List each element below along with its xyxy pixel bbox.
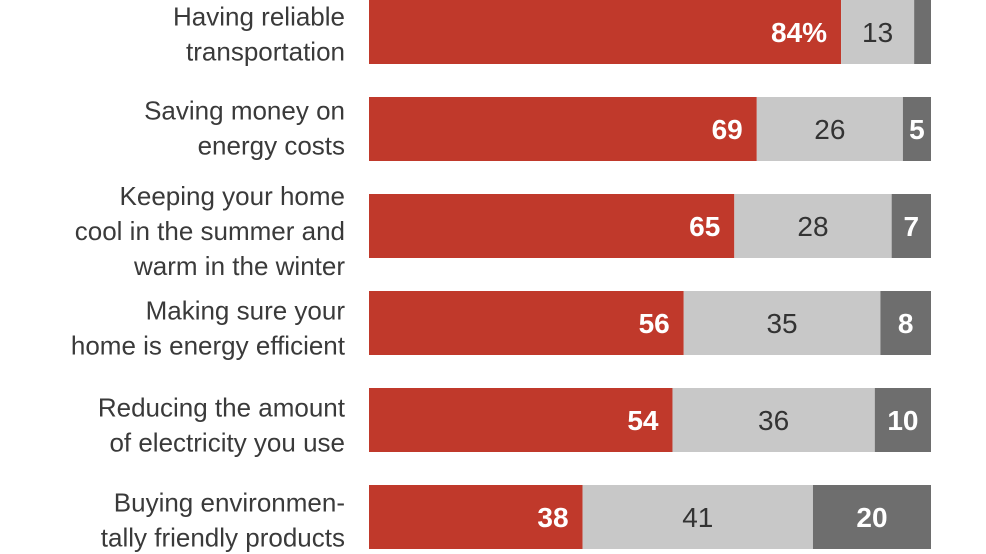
data-label: 36 <box>758 405 789 436</box>
bar-row-0: Having reliable transportation 84% 13 <box>173 0 931 67</box>
category-label: Keeping your home cool in the summer and w… <box>75 181 346 281</box>
weak-segment <box>914 0 931 64</box>
strong-segment <box>369 194 735 258</box>
data-label: 13 <box>862 17 893 48</box>
data-label: 35 <box>766 308 797 339</box>
category-label-line: of electricity you use <box>109 428 345 458</box>
strong-segment <box>369 0 842 64</box>
strong-segment <box>369 388 673 452</box>
moderate-segment <box>683 291 881 355</box>
bar-row-3: Making sure your home is energy efficient… <box>71 291 931 361</box>
strong-segment <box>369 485 583 549</box>
category-label-line: warm in the winter <box>133 251 345 281</box>
data-label: 10 <box>887 405 918 436</box>
data-label: 41 <box>682 502 713 533</box>
moderate-segment <box>756 97 903 161</box>
category-label-line: energy costs <box>198 131 345 161</box>
category-label: Having reliable transportation <box>173 2 345 67</box>
moderate-segment <box>734 194 892 258</box>
category-label: Saving money on energy costs <box>144 96 345 161</box>
category-label-line: Saving money on <box>144 96 345 126</box>
category-label-line: tally friendly products <box>101 523 345 553</box>
bar-row-1: Saving money on energy costs 69 26 5 <box>144 96 931 161</box>
moderate-segment <box>672 388 875 452</box>
weak-segment <box>902 97 931 161</box>
category-label-line: Buying environmen- <box>114 488 345 518</box>
category-label-line: Making sure your <box>146 296 346 326</box>
data-label: 5 <box>909 114 925 145</box>
weak-segment <box>874 388 931 452</box>
bar-row-2: Keeping your home cool in the summer and w… <box>75 181 931 281</box>
category-label: Buying environmen-tally friendly product… <box>101 488 345 553</box>
category-label-line: transportation <box>186 37 345 67</box>
bar-row-5: Buying environmen-tally friendly product… <box>101 485 931 553</box>
data-label: 54 <box>627 405 659 436</box>
weak-segment <box>891 194 931 258</box>
category-label-line: cool in the summer and <box>75 216 345 246</box>
category-label-line: Keeping your home <box>120 181 345 211</box>
moderate-segment <box>582 485 813 549</box>
data-label: 65 <box>689 211 720 242</box>
moderate-segment <box>841 0 915 64</box>
data-label: 20 <box>856 502 887 533</box>
strong-segment <box>369 97 757 161</box>
strong-segment <box>369 291 684 355</box>
data-label: 38 <box>537 502 568 533</box>
data-label: 69 <box>712 114 743 145</box>
weak-segment <box>812 485 931 549</box>
data-label: 28 <box>797 211 828 242</box>
data-label: 8 <box>898 308 914 339</box>
data-label: 26 <box>814 114 845 145</box>
category-label: Reducing the amount of electricity you us… <box>98 393 346 458</box>
category-label: Making sure your home is energy efficient <box>71 296 346 361</box>
category-label-line: home is energy efficient <box>71 331 346 361</box>
bar-row-4: Reducing the amount of electricity you us… <box>98 388 931 458</box>
data-label: 84% <box>771 17 827 48</box>
data-label: 7 <box>904 211 920 242</box>
data-label: 56 <box>639 308 670 339</box>
weak-segment <box>880 291 931 355</box>
category-label-line: Having reliable <box>173 2 345 32</box>
category-label-line: Reducing the amount <box>98 393 346 423</box>
